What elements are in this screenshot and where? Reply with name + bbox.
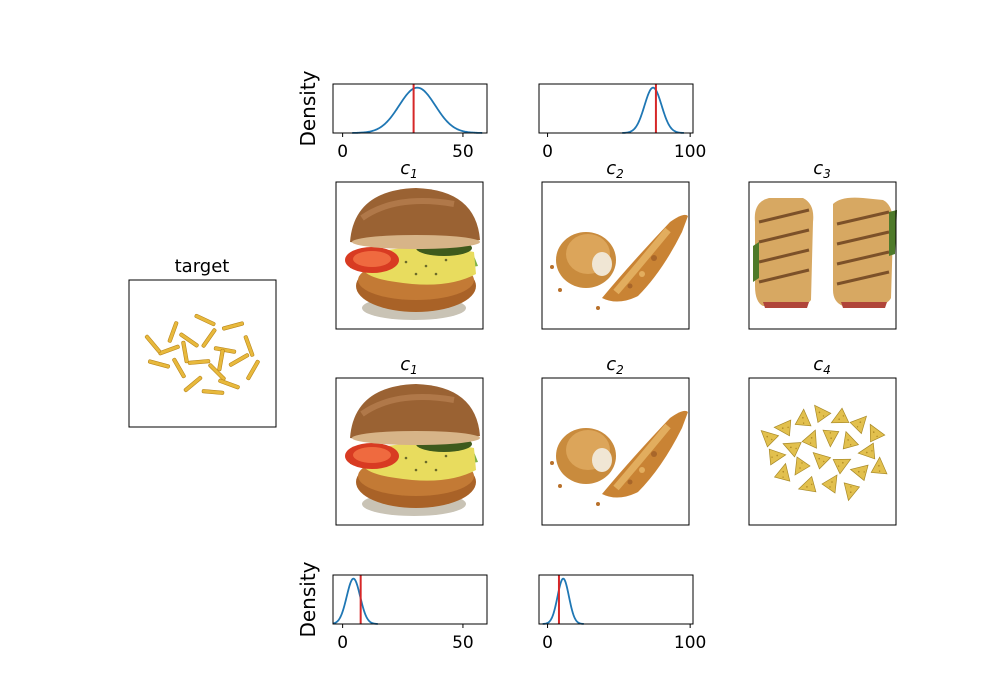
density-plot-bottom-right: 0 100 [538, 574, 706, 653]
row1-panel1-image [335, 181, 484, 330]
density-curve [542, 577, 584, 625]
row2-panel1-title: c1 [400, 354, 418, 377]
x-tick-label: 50 [452, 633, 474, 653]
plot-frame [332, 574, 488, 625]
target-title: target [175, 256, 230, 277]
row1-panel1-title: c1 [400, 158, 418, 181]
row1-panel3-title: c3 [813, 158, 831, 181]
plot-frame [332, 83, 488, 134]
row2-panel2-title: c2 [606, 354, 624, 377]
y-axis-label: Density [296, 70, 320, 146]
target-image-panel [128, 279, 277, 428]
row2-panel3-image [748, 377, 897, 526]
plot-frame [538, 83, 694, 134]
density-curve [332, 577, 378, 625]
row2-panel1-image [335, 377, 484, 526]
density-plot-top-left: 0 50 Density [296, 70, 488, 162]
row1-panel2-image [541, 181, 689, 330]
row2-panel3-title: c4 [813, 354, 831, 377]
density-plot-bottom-left: 0 50 Density [296, 561, 488, 653]
density-curve [352, 86, 483, 134]
density-plots: 0 50 Density 0 100 0 50 Density 0 100 [296, 70, 706, 653]
y-axis-label: Density [296, 561, 320, 637]
density-plot-top-right: 0 100 [538, 83, 706, 162]
x-tick-label: 100 [674, 633, 706, 653]
x-tick-label: 50 [452, 142, 474, 162]
x-tick-label: 0 [542, 142, 553, 162]
row1-panel2-title: c2 [606, 158, 624, 181]
density-curve [622, 86, 684, 134]
plot-frame [538, 574, 694, 625]
x-tick-label: 0 [542, 633, 553, 653]
x-tick-label: 0 [337, 142, 348, 162]
x-tick-label: 0 [337, 633, 348, 653]
row1-panel3-image [748, 181, 899, 330]
row2-panel2-image [541, 377, 689, 526]
x-tick-label: 100 [674, 142, 706, 162]
